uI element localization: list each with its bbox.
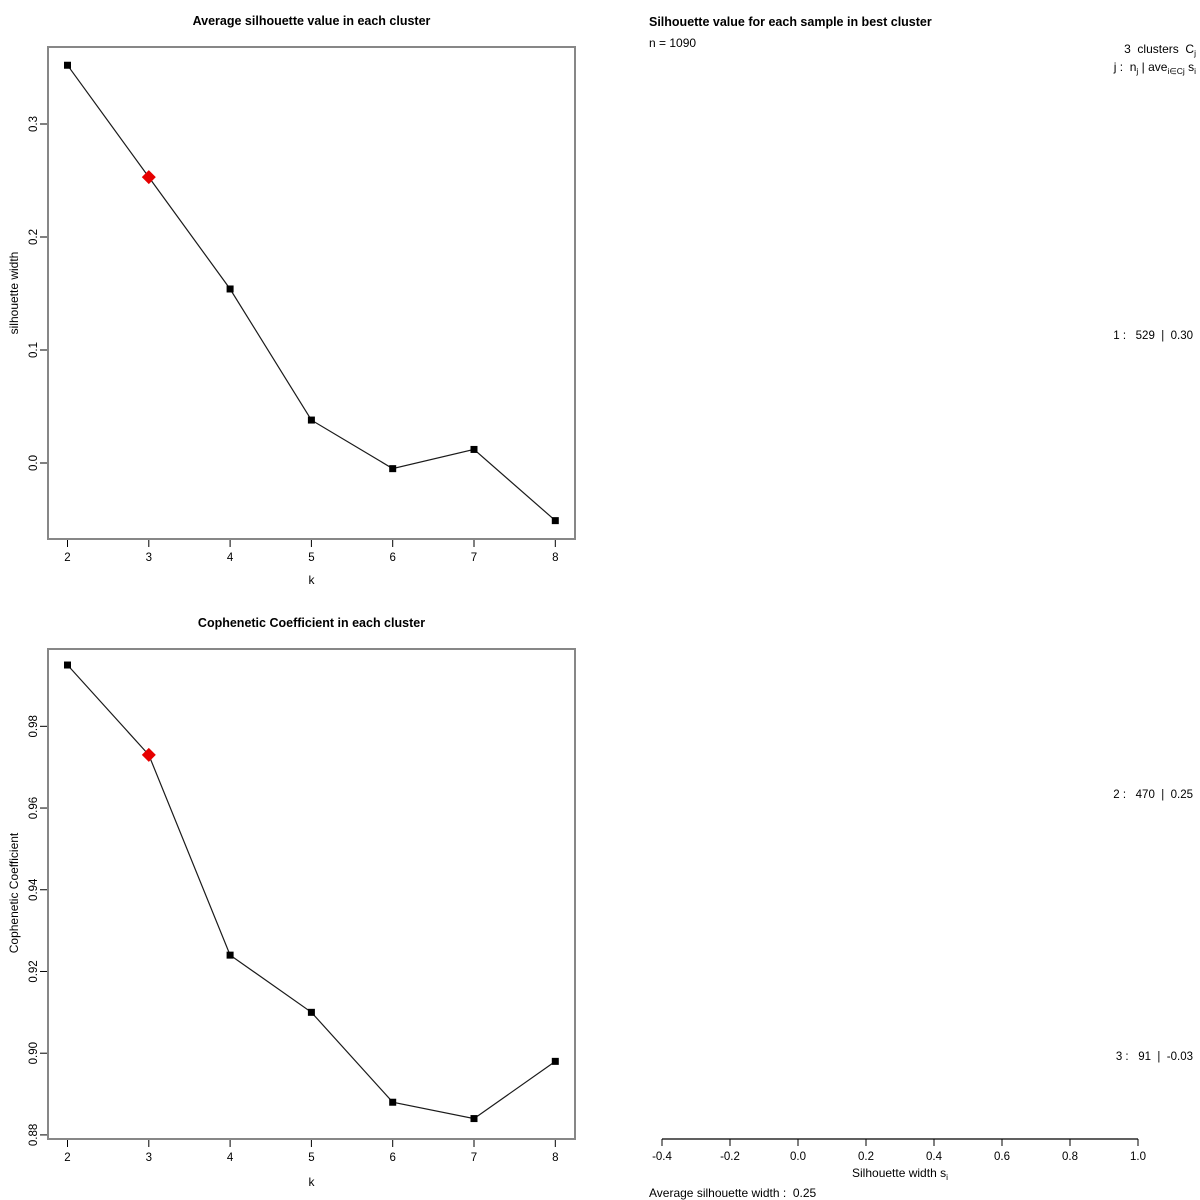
x-tick-label: 7 [471, 1152, 477, 1164]
silhouette-panel-title: Silhouette value for each sample in best… [649, 15, 932, 29]
data-point-square [551, 1057, 559, 1065]
cluster-row-3: 3 : 91 | -0.03 [1115, 1051, 1193, 1063]
x-tick-label: 4 [227, 552, 234, 564]
header-sub-i: i [1194, 65, 1196, 76]
x-tick-label: 4 [227, 1152, 234, 1164]
y-tick-label: 0.88 [28, 1124, 40, 1146]
avg-silhouette-x-axis-label: k [308, 573, 315, 587]
data-point-highlight-diamond [141, 170, 156, 185]
y-tick-label: 0.94 [28, 878, 40, 901]
data-point-square [389, 465, 397, 473]
silhouette-x-axis-label-main: Silhouette width s [852, 1166, 947, 1180]
data-point-square [470, 445, 478, 453]
x-tick-label: 8 [552, 552, 558, 564]
y-tick-label: 0.92 [28, 960, 40, 982]
silhouette-x-axis: -0.4 -0.2 0.0 0.2 0.4 0.6 0.8 1.0 [652, 1138, 1146, 1163]
y-tick-label: 0.90 [28, 1042, 40, 1064]
x-tick-label: 8 [552, 1152, 558, 1164]
header-sub-j: j [1136, 65, 1139, 76]
x-tick-label: 5 [308, 552, 314, 564]
data-point-square [226, 951, 234, 959]
y-tick-label: 0.0 [28, 455, 40, 471]
data-point-square [470, 1115, 478, 1123]
x-tick-label: 0.2 [858, 1151, 874, 1163]
data-point-square [307, 416, 315, 424]
data-point-square [307, 1008, 315, 1016]
cophenetic-chart-title: Cophenetic Coefficient in each cluster [197, 616, 426, 630]
average-silhouette-width-text: Average silhouette width : 0.25 [649, 1186, 817, 1200]
y-tick-label: 0.3 [28, 116, 40, 132]
clusters-header-sub-j: j [1194, 47, 1196, 58]
header-part-s: s [1184, 60, 1195, 74]
data-line [67, 64, 556, 522]
line-chart-cophenetic: 2 3 4 5 6 7 8 0.88 0.90 0.92 0.94 0.96 0.98 [28, 648, 576, 1164]
cluster-row-2: 2 : 470 | 0.25 [1113, 789, 1193, 801]
x-tick-label: 7 [471, 552, 477, 564]
data-point-square [389, 1098, 397, 1106]
silhouette-x-axis-label: Silhouette width si [662, 1166, 1138, 1182]
x-tick-label: -0.4 [652, 1151, 672, 1163]
line-chart-avg-silhouette: 2 3 4 5 6 7 8 0.0 0.1 0.2 0.3 [28, 46, 576, 564]
cluster-row-1: 1 : 529 | 0.30 [1113, 330, 1193, 342]
clusters-header-main: 3 clusters C [1124, 42, 1195, 56]
x-tick-label: 3 [146, 552, 152, 564]
data-point-square [551, 517, 559, 525]
plot-box [47, 46, 576, 540]
header-part-j-n: j : n [1113, 60, 1137, 74]
x-tick-label: 2 [64, 1152, 70, 1164]
header-sub-i-in-cj: i∈Cj [1167, 65, 1185, 76]
avg-silhouette-chart-title: Average silhouette value in each cluster [192, 14, 431, 28]
x-tick-label: 0.0 [790, 1151, 806, 1163]
x-tick-label: 3 [146, 1152, 152, 1164]
cophenetic-y-axis-label: Cophenetic Coefficient [7, 832, 21, 954]
cophenetic-x-axis-label: k [308, 1175, 315, 1189]
x-tick-label: 2 [64, 552, 70, 564]
x-tick-label: -0.2 [720, 1151, 740, 1163]
x-tick-label: 1.0 [1130, 1151, 1146, 1163]
x-tick-label: 0.6 [994, 1151, 1010, 1163]
silhouette-clusters-header-line2: j : nj | avei∈Cj si [1100, 46, 1196, 88]
data-point-highlight-diamond [141, 747, 156, 762]
header-part-ave: | ave [1138, 60, 1168, 74]
y-tick-label: 0.98 [28, 715, 40, 737]
avg-silhouette-y-axis-label: silhouette width [7, 251, 21, 335]
data-point-square [64, 661, 71, 669]
data-line [67, 664, 556, 1120]
x-tick-label: 0.4 [926, 1151, 943, 1163]
silhouette-clusters-header-line1: 3 clusters Cj [1111, 28, 1196, 70]
x-tick-label: 6 [389, 1152, 395, 1164]
data-point-square [64, 61, 71, 69]
data-point-square [226, 285, 234, 293]
y-tick-label: 0.96 [28, 797, 40, 819]
y-tick-label: 0.2 [28, 229, 40, 245]
x-tick-label: 5 [308, 1152, 314, 1164]
silhouette-n-label: n = 1090 [649, 36, 697, 50]
x-tick-label: 6 [389, 552, 395, 564]
plot-box [47, 648, 576, 1140]
silhouette-x-axis-label-sub-i: i [946, 1171, 948, 1182]
y-tick-label: 0.1 [28, 342, 40, 358]
x-tick-label: 0.8 [1062, 1151, 1078, 1163]
